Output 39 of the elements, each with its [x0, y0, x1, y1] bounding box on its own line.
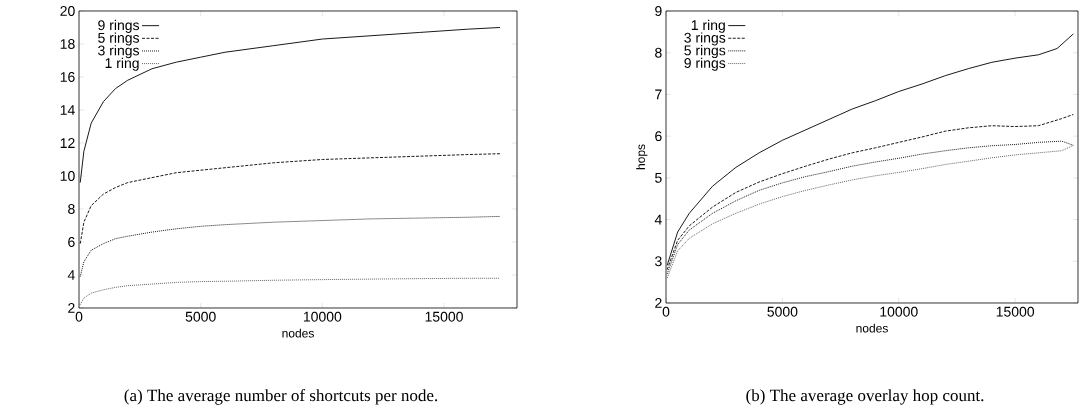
y-tick-label: 16: [60, 72, 75, 82]
x-axis-title: nodes: [856, 323, 888, 333]
y-axis-title: hops: [636, 144, 648, 170]
x-axis-title: nodes: [282, 328, 314, 338]
legend-label: 5 rings: [684, 45, 726, 59]
legend-label: 9 rings: [98, 19, 140, 33]
legend-label: 1 ring: [105, 57, 139, 71]
legend-label: 9 rings: [684, 57, 726, 71]
y-tick-label: 9: [655, 6, 662, 16]
y-tick-label: 8: [68, 204, 75, 214]
legend-label: 3 rings: [98, 45, 140, 59]
y-tick-label: 6: [655, 131, 662, 142]
y-tick-label: 4: [654, 214, 662, 225]
y-tick-label: 4: [67, 270, 75, 280]
y-tick-label: 20: [60, 6, 75, 16]
x-tick-label: 5000: [185, 311, 216, 322]
y-tick-label: 5: [655, 172, 662, 183]
text: (a) The average number of shortcuts per node.: [124, 389, 438, 405]
y-tick-label: 18: [60, 39, 75, 49]
x-tick-label: 0: [75, 311, 83, 322]
y-tick-label: 2: [68, 303, 75, 313]
legend-label: 3 rings: [684, 32, 726, 46]
y-tick-label: 12: [60, 138, 75, 148]
x-tick-label: 15000: [996, 306, 1035, 317]
legend-label: 5 rings: [98, 32, 140, 46]
y-tick-label: 6: [68, 237, 75, 247]
text: (b) The average overlay hop count.: [746, 389, 984, 405]
x-tick-label: 10000: [880, 306, 918, 317]
x-tick-label: 5000: [767, 306, 798, 317]
y-tick-label: 10: [60, 171, 75, 181]
x-tick-label: 0: [662, 306, 670, 317]
x-tick-label: 15000: [425, 311, 463, 322]
legend-label: 1 ring: [691, 19, 725, 33]
y-tick-label: 14: [60, 105, 75, 115]
y-tick-label: 3: [655, 256, 662, 267]
y-tick-label: 8: [655, 47, 662, 58]
x-tick-label: 10000: [303, 311, 342, 322]
y-tick-label: 2: [655, 298, 662, 308]
y-tick-label: 7: [655, 89, 662, 100]
